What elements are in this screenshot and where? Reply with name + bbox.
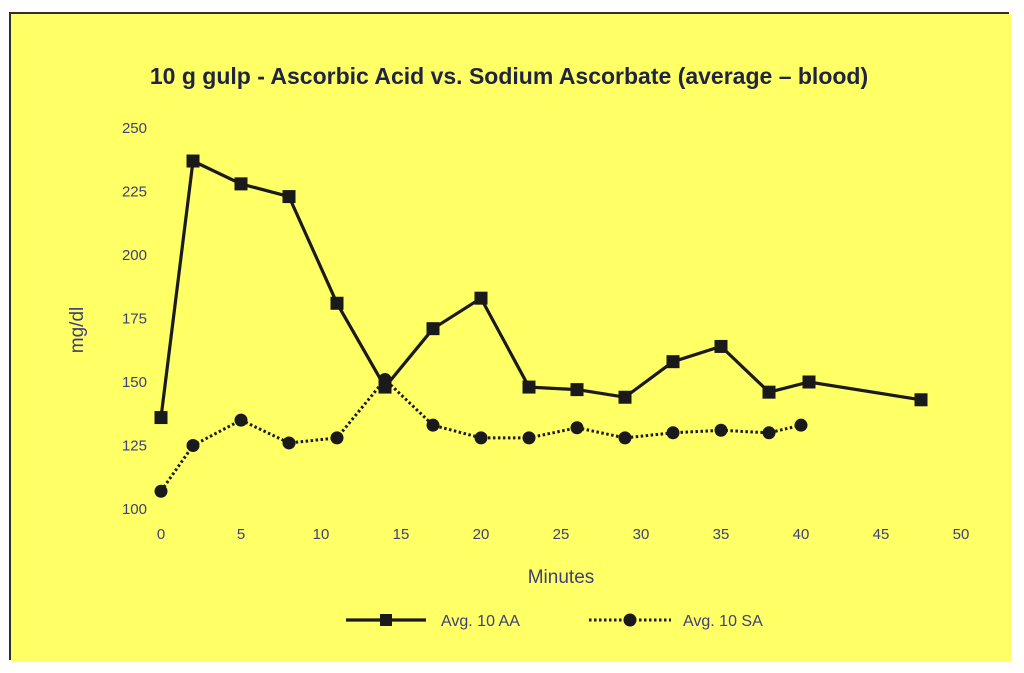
data-point <box>426 322 440 336</box>
data-point <box>522 380 536 394</box>
data-point <box>234 413 248 427</box>
x-tick-label: 45 <box>873 526 890 543</box>
chart-title: 10 g gulp - Ascorbic Acid vs. Sodium Asc… <box>150 63 868 89</box>
x-tick-label: 15 <box>393 526 410 543</box>
data-point <box>802 375 816 389</box>
x-tick-label: 30 <box>633 526 650 543</box>
data-point <box>154 411 168 425</box>
series-line <box>159 159 922 418</box>
x-tick-label: 0 <box>157 526 165 543</box>
data-point <box>914 393 928 407</box>
line-chart: 10 g gulp - Ascorbic Acid vs. Sodium Asc… <box>11 14 1011 662</box>
data-point <box>474 291 488 305</box>
x-axis-title: Minutes <box>528 567 595 588</box>
legend-marker-sa <box>623 613 637 627</box>
data-point <box>618 390 632 404</box>
data-point <box>714 339 728 353</box>
data-point <box>666 355 680 369</box>
data-point <box>618 431 632 445</box>
series-sa <box>154 372 808 498</box>
data-point <box>762 385 776 399</box>
x-tick-label: 10 <box>313 526 330 543</box>
legend: Avg. 10 AA Avg. 10 SA <box>346 613 763 630</box>
data-point <box>762 426 776 440</box>
data-point <box>522 431 536 445</box>
data-point <box>330 431 344 445</box>
data-point <box>378 372 392 386</box>
x-tick-label: 20 <box>473 526 490 543</box>
y-tick-label: 100 <box>122 501 147 518</box>
x-tick-label: 25 <box>553 526 570 543</box>
data-point <box>186 154 200 168</box>
data-point <box>234 177 248 191</box>
x-tick-label: 50 <box>953 526 970 543</box>
x-tick-label: 40 <box>793 526 810 543</box>
data-point <box>570 421 584 435</box>
data-point <box>666 426 680 440</box>
legend-label-sa: Avg. 10 SA <box>683 613 763 630</box>
legend-item-aa: Avg. 10 AA <box>346 613 520 630</box>
data-point <box>186 439 200 452</box>
legend-marker-aa <box>380 614 392 626</box>
data-point <box>330 296 344 310</box>
data-point <box>282 436 296 450</box>
data-point <box>426 418 440 432</box>
series-layer <box>154 154 928 498</box>
chart-background <box>11 14 1011 662</box>
y-axis-ticks: 100 125 150 175 200 225 250 <box>122 120 147 518</box>
y-tick-label: 125 <box>122 438 147 455</box>
legend-label-aa: Avg. 10 AA <box>441 613 520 630</box>
legend-item-sa: Avg. 10 SA <box>589 613 763 630</box>
data-point <box>570 383 584 397</box>
data-point <box>474 431 488 445</box>
data-point <box>282 190 296 204</box>
y-tick-label: 150 <box>122 374 147 391</box>
x-axis-ticks: 0 5 10 15 20 25 30 35 40 45 50 <box>157 526 970 543</box>
series-aa <box>154 154 928 425</box>
y-tick-label: 250 <box>122 120 147 137</box>
y-axis-title: mg/dl <box>67 307 88 353</box>
y-tick-label: 225 <box>122 184 147 201</box>
y-tick-label: 200 <box>122 247 147 264</box>
data-point <box>154 484 168 498</box>
y-tick-label: 175 <box>122 311 147 328</box>
x-tick-label: 35 <box>713 526 730 543</box>
x-tick-label: 5 <box>237 526 245 543</box>
data-point <box>714 423 728 437</box>
data-point <box>794 418 808 432</box>
chart-frame: 10 g gulp - Ascorbic Acid vs. Sodium Asc… <box>9 12 1011 662</box>
